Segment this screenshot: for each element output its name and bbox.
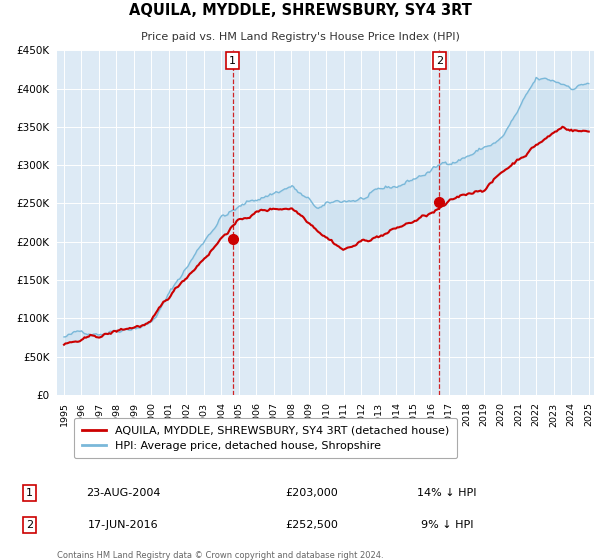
Text: £252,500: £252,500 [286,520,338,530]
Text: 1: 1 [229,55,236,66]
Text: 17-JUN-2016: 17-JUN-2016 [88,520,159,530]
Text: 14% ↓ HPI: 14% ↓ HPI [417,488,477,498]
Text: AQUILA, MYDDLE, SHREWSBURY, SY4 3RT: AQUILA, MYDDLE, SHREWSBURY, SY4 3RT [128,3,472,18]
Text: 1: 1 [26,488,33,498]
Text: 2: 2 [436,55,443,66]
Text: 9% ↓ HPI: 9% ↓ HPI [421,520,473,530]
Text: £203,000: £203,000 [286,488,338,498]
Legend: AQUILA, MYDDLE, SHREWSBURY, SY4 3RT (detached house), HPI: Average price, detach: AQUILA, MYDDLE, SHREWSBURY, SY4 3RT (det… [74,418,457,459]
Text: Price paid vs. HM Land Registry's House Price Index (HPI): Price paid vs. HM Land Registry's House … [140,32,460,42]
Text: Contains HM Land Registry data © Crown copyright and database right 2024.: Contains HM Land Registry data © Crown c… [57,551,383,560]
Text: 23-AUG-2004: 23-AUG-2004 [86,488,161,498]
Text: 2: 2 [26,520,33,530]
